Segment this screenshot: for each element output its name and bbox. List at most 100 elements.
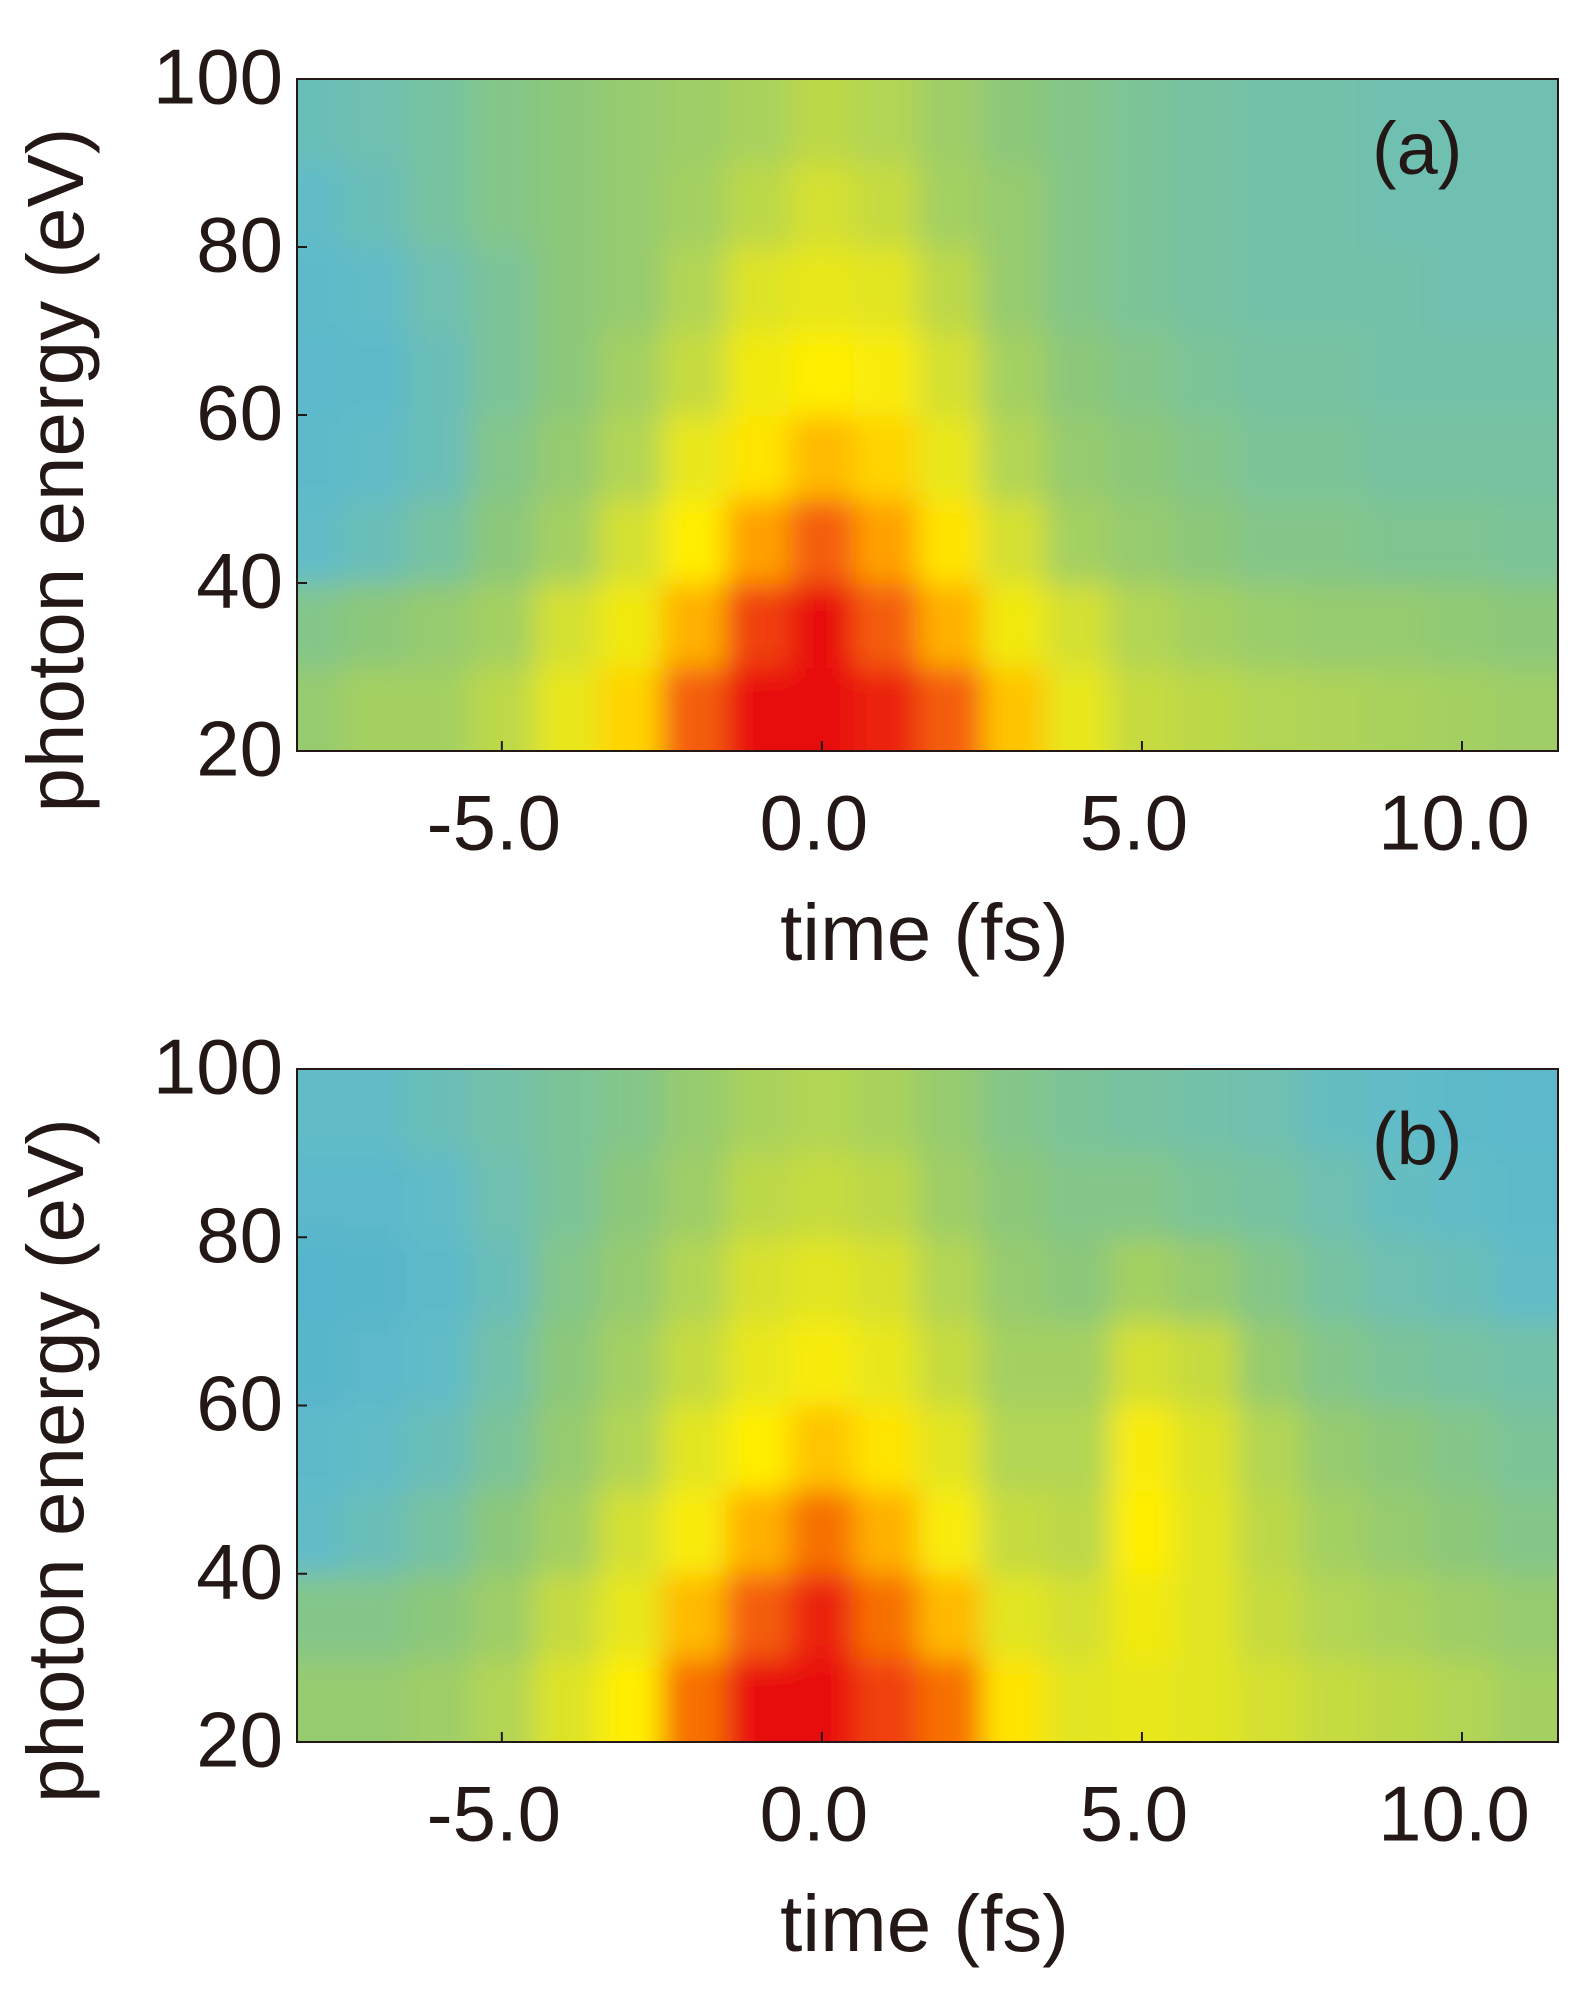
heatmap-cell	[469, 1489, 535, 1575]
heatmap-cell	[661, 499, 727, 584]
heatmap-cell	[1429, 415, 1495, 500]
heatmap-cell	[1365, 163, 1431, 248]
heatmap-cell	[469, 1657, 535, 1742]
heatmap-cell	[533, 1321, 599, 1407]
heatmap-cell	[1237, 1573, 1303, 1659]
heatmap-cell	[1237, 499, 1303, 584]
heatmap-cell	[597, 1321, 663, 1407]
heatmap-cell	[789, 1573, 855, 1659]
heatmap-cell	[1365, 1237, 1431, 1323]
heatmap-cell	[533, 583, 599, 668]
heatmap-cell	[1109, 583, 1175, 668]
heatmap-cell	[1429, 1657, 1495, 1742]
heatmap-cell	[1173, 1153, 1239, 1239]
heatmap-cell	[917, 667, 983, 751]
heatmap-cell	[1301, 415, 1367, 500]
heatmap-cell	[853, 667, 919, 751]
heatmap-cell	[341, 331, 407, 416]
heatmap-cell	[981, 1069, 1047, 1155]
heatmap-cell	[297, 163, 343, 248]
heatmap-cell	[1365, 1489, 1431, 1575]
heatmap-cell	[661, 415, 727, 500]
y-tick-label: 80	[196, 1191, 283, 1279]
heatmap-cell	[1493, 1405, 1558, 1491]
heatmap-cell	[297, 1489, 343, 1575]
heatmap-cell	[981, 1657, 1047, 1742]
heatmap-cell	[1429, 1069, 1495, 1155]
heatmap-cell	[725, 1405, 791, 1491]
heatmap-cell	[661, 1489, 727, 1575]
heatmap-cell	[1237, 247, 1303, 332]
heatmap-cell	[1237, 331, 1303, 416]
heatmap-cell	[661, 1321, 727, 1407]
heatmap-cell	[469, 1573, 535, 1659]
heatmap-cell	[853, 1153, 919, 1239]
heatmap-cell	[1173, 79, 1239, 164]
heatmap-cell	[1173, 1321, 1239, 1407]
x-axis-label: time (fs)	[780, 888, 1069, 977]
heatmap-cell	[1109, 415, 1175, 500]
heatmap-cell	[597, 1237, 663, 1323]
heatmap-cell	[1493, 1153, 1558, 1239]
heatmap-cell	[725, 1321, 791, 1407]
heatmap-cell	[597, 667, 663, 751]
heatmap-cell	[1237, 667, 1303, 751]
heatmap-cell	[1365, 667, 1431, 751]
heatmap-cell	[917, 415, 983, 500]
heatmap-cell	[1365, 499, 1431, 584]
heatmap-cell	[789, 247, 855, 332]
heatmap-cell	[1173, 1069, 1239, 1155]
heatmap-cell	[533, 1069, 599, 1155]
heatmap-cell	[789, 163, 855, 248]
heatmap-cell	[405, 331, 471, 416]
x-tick-label: -5.0	[427, 779, 561, 867]
heatmap-cell	[725, 1573, 791, 1659]
heatmap	[297, 1069, 1558, 1742]
heatmap-cell	[597, 415, 663, 500]
heatmap-cell	[341, 1069, 407, 1155]
heatmap-cell	[297, 415, 343, 500]
heatmap-cell	[1237, 79, 1303, 164]
heatmap-cell	[661, 247, 727, 332]
heatmap-cell	[853, 1237, 919, 1323]
heatmap-cell	[533, 1237, 599, 1323]
heatmap-cell	[297, 247, 343, 332]
heatmap-cell	[1301, 79, 1367, 164]
heatmap-cell	[917, 583, 983, 668]
heatmap-cell	[725, 499, 791, 584]
heatmap-cell	[1237, 1069, 1303, 1155]
heatmap-cell	[789, 1153, 855, 1239]
heatmap-cell	[853, 1069, 919, 1155]
heatmap-cell	[1429, 247, 1495, 332]
heatmap-cell	[1365, 1573, 1431, 1659]
heatmap-cell	[917, 1489, 983, 1575]
heatmap-cell	[1045, 499, 1111, 584]
heatmap-cell	[1301, 667, 1367, 751]
heatmap-cell	[297, 331, 343, 416]
heatmap-cell	[1429, 79, 1495, 164]
heatmap-cell	[853, 1489, 919, 1575]
heatmap-cell	[469, 331, 535, 416]
heatmap-cell	[1109, 1405, 1175, 1491]
heatmap-cell	[1237, 1321, 1303, 1407]
heatmap-cell	[297, 1321, 343, 1407]
heatmap-cell	[789, 79, 855, 164]
heatmap-cell	[1237, 583, 1303, 668]
heatmap-cell	[597, 163, 663, 248]
panel: 20 40 60 80 100 -5.0 0.0 5.0 10.0 time (fs) photon…	[11, 1023, 1559, 1968]
heatmap-cell	[725, 667, 791, 751]
heatmap-cell	[405, 1573, 471, 1659]
heatmap-cell	[1045, 583, 1111, 668]
heatmap-cell	[981, 331, 1047, 416]
heatmap-cell	[1045, 1069, 1111, 1155]
heatmap-cell	[597, 1069, 663, 1155]
heatmap-cell	[789, 583, 855, 668]
heatmap-cell	[853, 1657, 919, 1742]
heatmap-cell	[1365, 1405, 1431, 1491]
x-tick-label: -5.0	[427, 1770, 561, 1858]
heatmap-cell	[789, 1489, 855, 1575]
heatmap-cell	[1301, 1153, 1367, 1239]
heatmap-cell	[981, 667, 1047, 751]
heatmap-cell	[661, 1237, 727, 1323]
heatmap-cell	[297, 1237, 343, 1323]
